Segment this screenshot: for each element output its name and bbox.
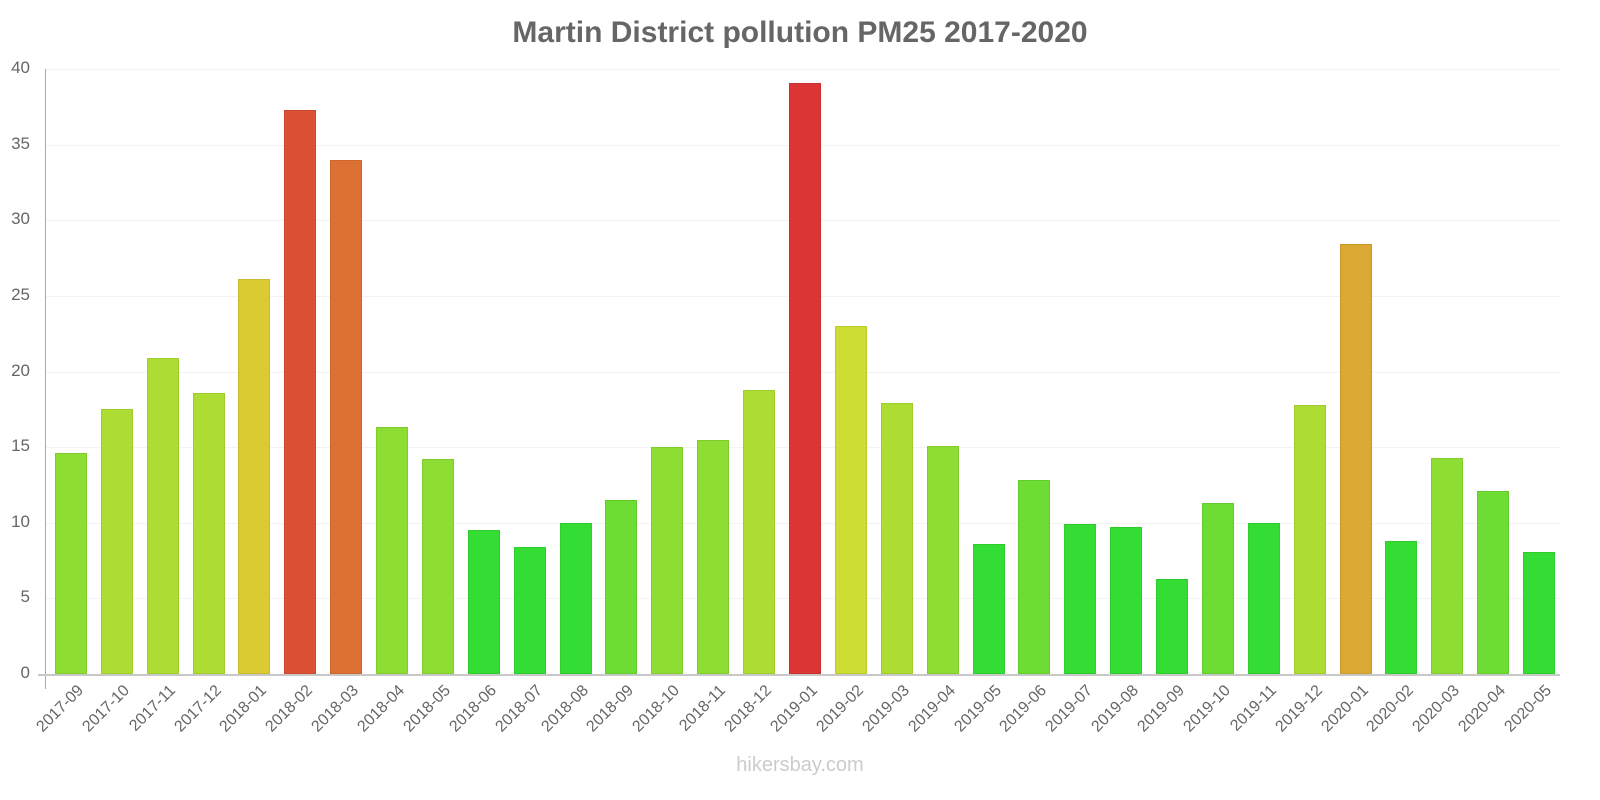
bar-2018-03[interactable] — [330, 159, 363, 674]
bar-2019-01[interactable] — [789, 82, 821, 674]
y-tick-label: 30 — [11, 209, 30, 229]
bar-2017-12[interactable] — [192, 392, 225, 674]
bar-2019-05[interactable] — [972, 543, 1005, 674]
bar-2019-09[interactable] — [1156, 578, 1189, 674]
bar-2018-06[interactable] — [467, 530, 500, 674]
bar-2017-09[interactable] — [54, 453, 87, 674]
y-axis-line — [45, 69, 46, 689]
bar-2019-03[interactable] — [880, 403, 913, 674]
y-tick-label: 20 — [11, 360, 30, 380]
y-tick-label: 0 — [20, 663, 30, 682]
bar-2019-11[interactable] — [1247, 522, 1280, 674]
y-tick-label: 25 — [11, 284, 30, 304]
bar-2020-01[interactable] — [1339, 244, 1372, 674]
bar-2020-03[interactable] — [1431, 457, 1464, 674]
bar-2020-04[interactable] — [1477, 491, 1510, 674]
y-tick-label: 15 — [11, 436, 30, 456]
watermark: hikersbay.com — [736, 754, 864, 776]
bar-2018-07[interactable] — [513, 546, 546, 674]
plot-area — [46, 69, 1560, 674]
bar-2019-08[interactable] — [1110, 527, 1143, 674]
bar-2018-12[interactable] — [743, 389, 776, 674]
bar-2018-04[interactable] — [376, 427, 409, 674]
bar-2018-01[interactable] — [238, 279, 271, 674]
bar-2019-12[interactable] — [1293, 404, 1326, 674]
bar-2020-02[interactable] — [1385, 540, 1418, 674]
y-tick-label: 40 — [11, 58, 30, 77]
bar-2019-07[interactable] — [1064, 524, 1097, 674]
y-tick-label: 5 — [20, 587, 30, 607]
x-axis-line — [38, 674, 1560, 676]
bar-2019-10[interactable] — [1201, 503, 1234, 674]
bar-2018-05[interactable] — [421, 459, 454, 674]
y-tick-label: 35 — [11, 133, 30, 153]
bar-2018-02[interactable] — [284, 109, 317, 674]
chart-title: Martin District pollution PM25 2017-2020 — [512, 16, 1088, 49]
gridline — [46, 69, 1560, 70]
bar-2019-02[interactable] — [834, 326, 867, 674]
bar-2018-11[interactable] — [697, 439, 730, 674]
bar-2017-10[interactable] — [100, 409, 133, 674]
bar-2018-09[interactable] — [605, 500, 638, 674]
y-tick-label: 10 — [11, 511, 30, 531]
bar-2018-10[interactable] — [651, 447, 684, 674]
bar-2019-06[interactable] — [1018, 480, 1051, 674]
bar-2018-08[interactable] — [559, 522, 592, 674]
bar-2019-04[interactable] — [926, 445, 959, 674]
bar-2020-05[interactable] — [1523, 551, 1556, 674]
bar-2017-11[interactable] — [146, 357, 179, 674]
